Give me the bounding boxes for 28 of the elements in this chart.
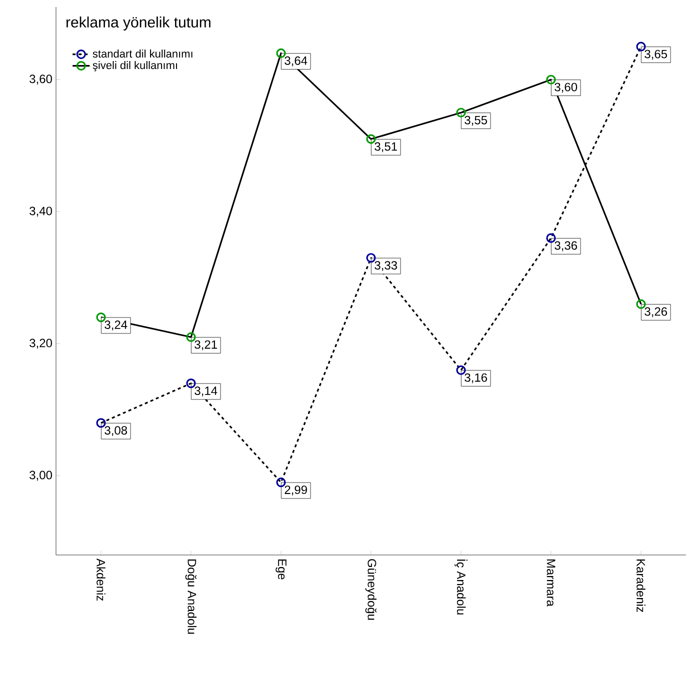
x-tick-label: Akdeniz: [96, 558, 106, 601]
data-label: 3,08: [104, 426, 128, 436]
data-label: 3,14: [194, 386, 218, 396]
y-tick-label: 3,00: [30, 470, 52, 481]
x-tick-label: İç Anadolu: [454, 560, 468, 614]
data-label: 3,24: [104, 320, 128, 330]
data-label: 3,65: [644, 50, 668, 60]
legend-label: standart dil kullanımı: [92, 50, 192, 58]
y-tick-label: 3,60: [30, 74, 52, 85]
x-tick-label: Doğu Anadolu: [185, 560, 197, 634]
data-label: 3,64: [284, 56, 308, 66]
data-label: 3,36: [554, 241, 578, 252]
data-label: 3,60: [554, 82, 578, 93]
data-label: 3,26: [644, 307, 668, 318]
data-label: 3,33: [374, 261, 398, 271]
x-tick-label: Karadeniz: [636, 560, 646, 612]
data-label: 3,21: [194, 340, 217, 350]
data-label: 3,51: [374, 142, 397, 152]
data-label: 3,16: [464, 373, 488, 384]
y-axis-title: reklama yönelik tutum: [66, 16, 210, 30]
legend-label: şiveli dil kullanımı: [92, 61, 177, 72]
y-tick-label: 3,20: [30, 338, 52, 349]
y-tick-label: 3,40: [30, 206, 52, 217]
x-tick-label: Ege: [276, 560, 286, 580]
x-tick-label: Marmara: [546, 560, 556, 607]
data-label: 3,55: [464, 116, 488, 126]
data-label: 2,99: [284, 486, 307, 496]
x-tick-label: Güneydoğu: [365, 559, 377, 620]
